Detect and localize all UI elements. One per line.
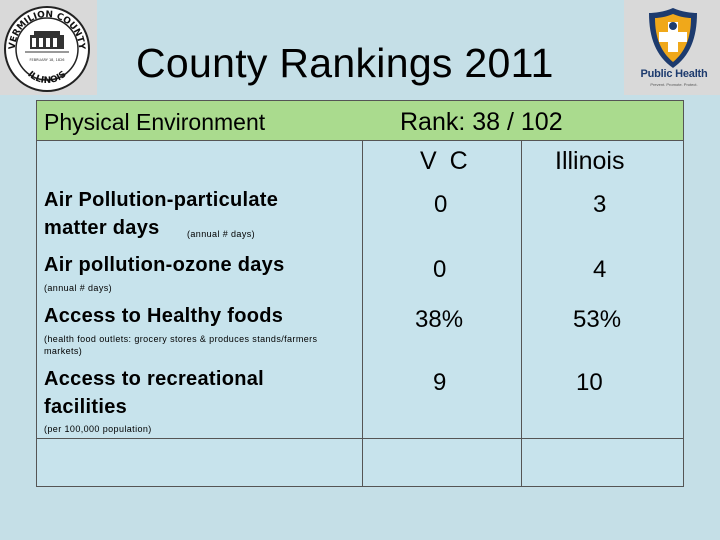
- table-divider-last-row: [36, 438, 684, 439]
- row-note: (health food outlets: grocery stores & p…: [44, 334, 318, 344]
- table-col-divider-vc: [362, 140, 363, 487]
- row-value-illinois: 53%: [573, 306, 622, 333]
- row-value-vc: 0: [433, 256, 447, 283]
- rankings-table: Physical Environment Rank: 38 / 102 V C …: [36, 100, 684, 487]
- seal-ring-bottom: ILLINOIS: [25, 70, 68, 86]
- col-header-vc: V C: [420, 147, 471, 175]
- row-note: (annual # days): [44, 283, 113, 293]
- table-border-top: [36, 100, 684, 101]
- seal-inner-text: FEBRUARY 18, 1826: [29, 58, 64, 62]
- table-body: [36, 140, 684, 487]
- row-value-illinois: 3: [593, 191, 607, 218]
- row-note: (per 100,000 population): [44, 424, 152, 434]
- public-health-name: Public Health: [640, 68, 708, 80]
- public-health-tagline: Prevent. Promote. Protect.: [650, 82, 698, 87]
- county-seal-icon: VERMILION COUNTY ILLINOIS FEBRUARY 18, 1…: [4, 6, 90, 92]
- row-label: Access to Healthy foods: [44, 305, 284, 327]
- county-logo-panel: VERMILION COUNTY ILLINOIS FEBRUARY 18, 1…: [0, 0, 97, 95]
- row-value-illinois: 10: [576, 369, 603, 396]
- table-border-bottom: [36, 486, 684, 487]
- table-border-left: [36, 100, 37, 487]
- row-label-cont: matter days: [44, 217, 160, 239]
- table-border-right: [683, 100, 684, 487]
- row-label: Air Pollution-particulate: [44, 189, 279, 211]
- table-header-row: [36, 100, 684, 140]
- row-note: (annual # days): [187, 229, 256, 239]
- row-label: Access to recreational: [44, 368, 265, 390]
- table-col-divider-il: [521, 140, 522, 487]
- rank-text: Rank: 38 / 102: [400, 108, 563, 136]
- row-label-cont: facilities: [44, 396, 128, 418]
- public-health-shield-icon: [649, 8, 697, 68]
- table-divider-header: [36, 140, 684, 141]
- section-label: Physical Environment: [44, 109, 266, 135]
- row-value-illinois: 4: [593, 256, 607, 283]
- row-label: Air pollution-ozone days: [44, 254, 285, 276]
- page-title: County Rankings 2011: [136, 40, 554, 86]
- row-value-vc: 38%: [415, 306, 464, 333]
- row-note-cont: markets): [44, 346, 83, 356]
- svg-text:ILLINOIS: ILLINOIS: [25, 70, 68, 86]
- col-header-illinois: Illinois: [555, 147, 625, 175]
- row-value-vc: 0: [434, 191, 448, 218]
- row-value-vc: 9: [433, 369, 447, 396]
